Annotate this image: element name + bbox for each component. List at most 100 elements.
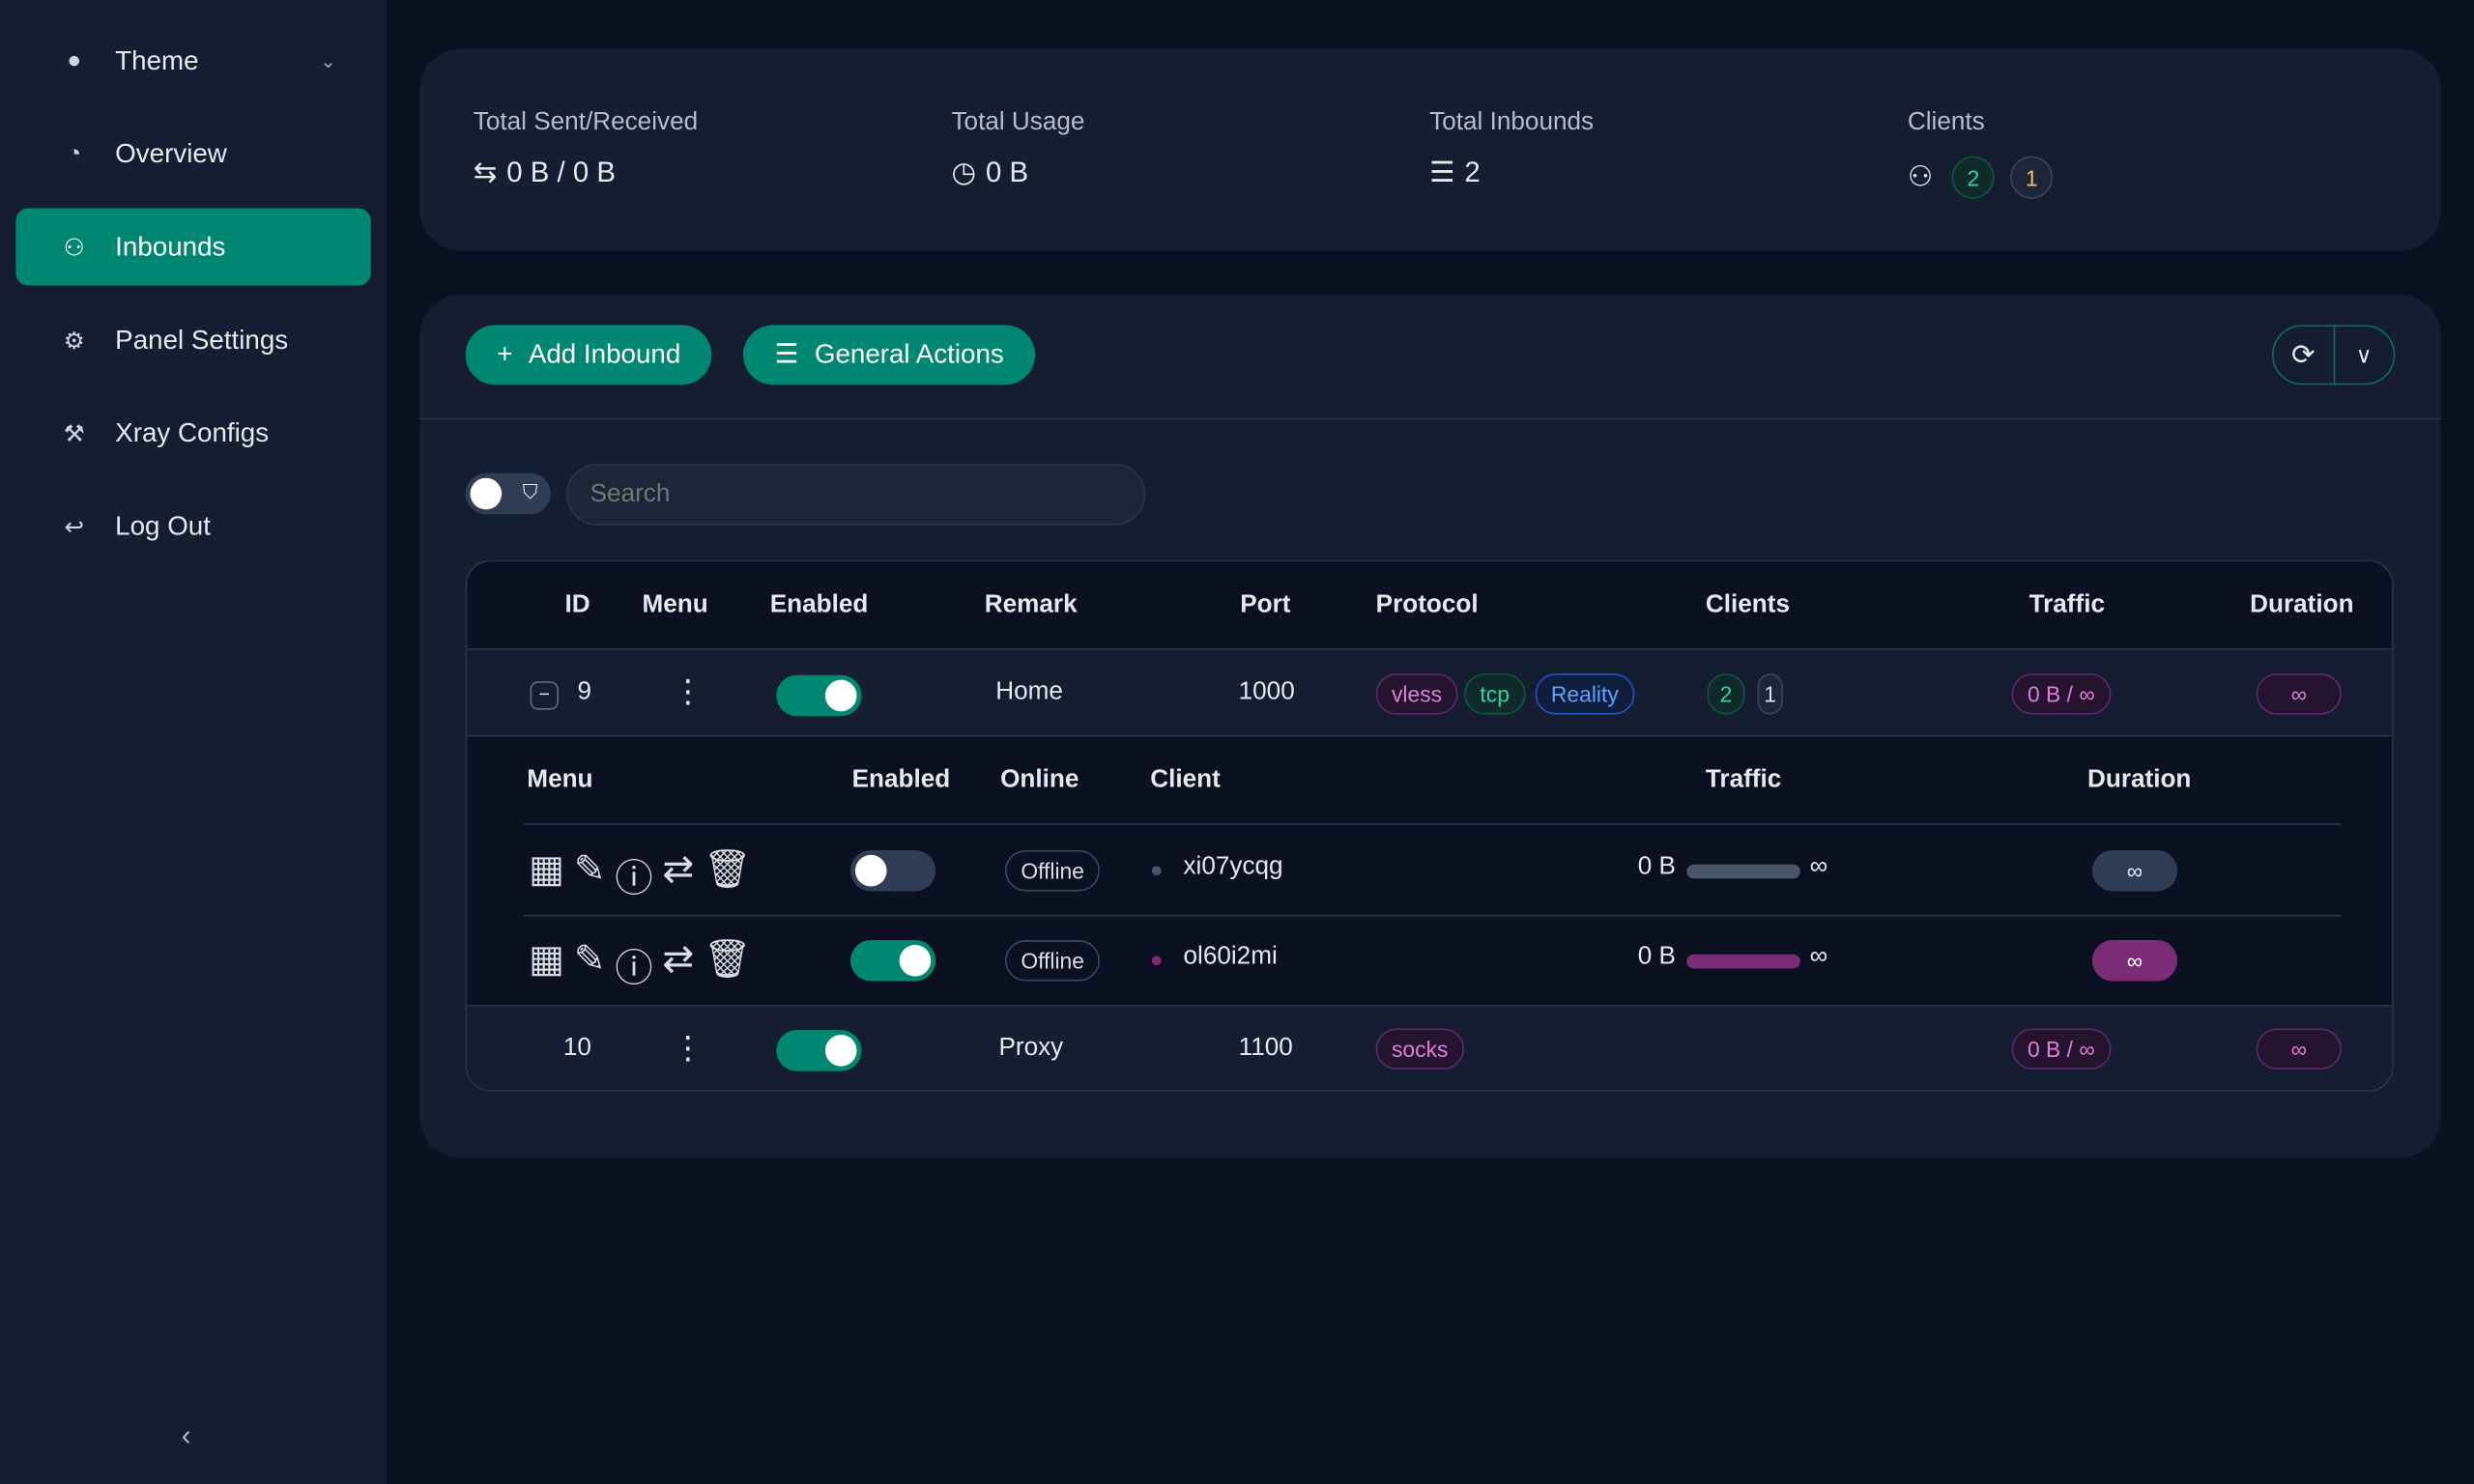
traffic-limit: ∞ — [1809, 853, 1828, 881]
client-name: ol60i2mi — [1183, 943, 1278, 971]
sidebar-item-panel-settings[interactable]: ⚙ Panel Settings — [15, 301, 370, 379]
edit-icon[interactable]: ✎ — [573, 848, 606, 892]
protocol-tag: socks — [1375, 1028, 1464, 1070]
column-header: Duration — [2086, 766, 2192, 794]
transport-tag: tcp — [1464, 673, 1526, 715]
collapse-sidebar-icon[interactable]: ‹ — [181, 1419, 191, 1452]
port: 1100 — [1238, 1035, 1293, 1062]
more-vertical-icon[interactable]: ⋮ — [672, 674, 705, 710]
inbounds-table: ID Menu Enabled Remark Port Protocol Cli… — [465, 559, 2394, 1092]
sidebar-item-theme[interactable]: ● Theme ⌄ — [15, 22, 370, 100]
column-header: Duration — [2250, 591, 2354, 618]
column-header: ID — [564, 591, 590, 618]
online-clients-badge: 2 — [1951, 156, 1995, 199]
pie-chart-icon: ◷ — [951, 156, 977, 188]
table-row: − 9 ⋮ Home 1000 vless tcp Reality 2 1 0 … — [467, 648, 2393, 737]
search-input[interactable] — [566, 463, 1146, 526]
protocol-tag: vless — [1375, 673, 1458, 715]
delete-icon[interactable]: 🗑 — [704, 938, 752, 982]
chevron-down-icon: ⌄ — [320, 49, 336, 72]
duration-tag: ∞ — [2091, 849, 2178, 892]
menu-icon: ☰ — [774, 339, 799, 370]
client-enabled-toggle[interactable] — [849, 940, 936, 982]
security-tag: Reality — [1535, 673, 1635, 715]
plus-icon: + — [497, 339, 513, 370]
refresh-group: ⟳ ∨ — [2272, 325, 2396, 385]
stats-card: Total Sent/Received ⇆ 0 B / 0 B Total Usag… — [419, 48, 2441, 251]
list-icon: ☰ — [1429, 156, 1455, 188]
general-actions-button[interactable]: ☰ General Actions — [742, 325, 1036, 385]
online-status-badge: Offline — [1004, 849, 1101, 892]
qrcode-icon[interactable]: ▦ — [528, 848, 564, 892]
column-header: Menu — [642, 591, 708, 618]
remark: Proxy — [998, 1035, 1064, 1062]
traffic-progress-bar — [1686, 954, 1800, 969]
collapse-row-icon[interactable]: − — [530, 681, 559, 710]
offline-clients-badge[interactable]: 1 — [1757, 673, 1783, 715]
column-header: Traffic — [1705, 766, 1782, 794]
client-row: ▦ ✎ ⓘ ⇄ 🗑 Offline xi07ycqg 0 B ∞ ∞ — [467, 825, 2392, 917]
enabled-toggle[interactable] — [776, 674, 862, 717]
duration-tag: ∞ — [2256, 1028, 2342, 1070]
swap-icon: ⇆ — [473, 156, 498, 188]
column-header: Protocol — [1375, 591, 1479, 618]
table-row: 10 ⋮ Proxy 1100 socks 0 B / ∞ ∞ — [467, 1004, 2393, 1091]
sidebar-item-log-out[interactable]: ↩ Log Out — [15, 487, 370, 564]
client-traffic: 0 B — [1637, 943, 1676, 971]
delete-icon[interactable]: 🗑 — [704, 848, 752, 892]
logout-icon: ↩ — [64, 513, 84, 541]
reset-icon[interactable]: ⇄ — [662, 848, 695, 892]
user-icon: ⚇ — [63, 234, 85, 262]
row-id: 9 — [577, 678, 592, 705]
sidebar-item-xray-configs[interactable]: ⚒ Xray Configs — [15, 394, 370, 471]
traffic-tag: 0 B / ∞ — [2011, 673, 2111, 715]
traffic-tag: 0 B / ∞ — [2011, 1028, 2111, 1070]
dashboard-icon: ◔ — [67, 140, 82, 168]
edit-icon[interactable]: ✎ — [573, 938, 606, 982]
enabled-toggle[interactable] — [776, 1030, 862, 1071]
reset-icon[interactable]: ⇄ — [662, 938, 695, 982]
client-traffic: 0 B — [1637, 853, 1676, 881]
info-icon[interactable]: ⓘ — [615, 858, 653, 901]
tool-icon: ⚒ — [63, 420, 85, 447]
traffic-limit: ∞ — [1809, 943, 1828, 971]
team-icon: ⚇ — [1907, 160, 1934, 193]
column-header: Port — [1240, 591, 1291, 618]
duration-tag: ∞ — [2256, 673, 2342, 715]
status-dot — [1151, 956, 1162, 966]
sidebar-item-inbounds[interactable]: ⚇ Inbounds — [15, 208, 371, 286]
client-row: ▦ ✎ ⓘ ⇄ 🗑 Offline ol60i2mi 0 B ∞ ∞ — [467, 917, 2392, 1005]
stat-value: 0 B / 0 B — [506, 156, 616, 188]
info-icon[interactable]: ⓘ — [615, 948, 653, 991]
more-vertical-icon[interactable]: ⋮ — [672, 1031, 705, 1067]
client-name: xi07ycqg — [1183, 853, 1283, 881]
stat-label: Clients — [1907, 108, 1985, 136]
port: 1000 — [1238, 678, 1295, 705]
stat-value: 0 B — [985, 156, 1029, 188]
divider — [419, 417, 2441, 420]
online-clients-badge[interactable]: 2 — [1707, 673, 1745, 715]
add-inbound-button[interactable]: + Add Inbound — [465, 325, 712, 385]
stat-value: 2 — [1464, 156, 1481, 188]
column-header: Online — [1000, 766, 1079, 794]
chevron-down-icon[interactable]: ∨ — [2355, 341, 2373, 367]
column-header: Traffic — [2028, 591, 2105, 618]
column-header: Menu — [527, 766, 593, 794]
sidebar-item-overview[interactable]: ◔ Overview — [15, 115, 370, 192]
duration-tag: ∞ — [2091, 940, 2178, 982]
column-header: Client — [1150, 766, 1221, 794]
stat-label: Total Usage — [951, 108, 1085, 136]
column-header: Clients — [1705, 591, 1790, 618]
remark: Home — [995, 678, 1063, 705]
stat-label: Total Inbounds — [1429, 108, 1595, 136]
filter-toggle[interactable]: ⛉ — [465, 472, 551, 515]
bulb-icon: ● — [67, 46, 82, 74]
filter-icon: ⛉ — [522, 479, 538, 503]
client-enabled-toggle[interactable] — [849, 849, 936, 892]
online-status-badge: Offline — [1004, 940, 1101, 982]
refresh-icon[interactable]: ⟳ — [2274, 326, 2335, 384]
column-header: Enabled — [769, 591, 869, 618]
gear-icon: ⚙ — [63, 327, 85, 355]
stat-label: Total Sent/Received — [473, 108, 699, 136]
qrcode-icon[interactable]: ▦ — [528, 938, 564, 982]
